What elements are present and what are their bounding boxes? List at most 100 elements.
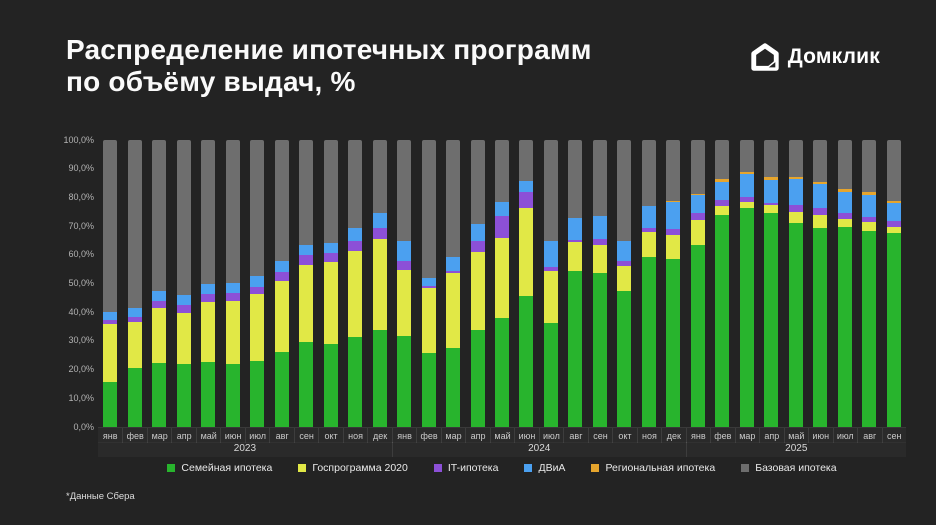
segment-regional	[715, 179, 730, 182]
segment-regional	[764, 176, 779, 180]
segment-gosprogram	[323, 262, 338, 345]
segment-it	[446, 271, 461, 273]
segment-regional	[813, 181, 828, 185]
plot-area	[98, 140, 906, 427]
legend-label-gosprogram: Госпрограмма 2020	[312, 462, 408, 474]
segment-dvia	[592, 216, 607, 240]
segment-it	[788, 204, 803, 212]
bar-2024-янв	[397, 140, 412, 427]
x-month-label: янв	[391, 428, 416, 443]
segment-family	[470, 330, 485, 427]
page-title: Распределение ипотечных программ по объё…	[66, 34, 592, 98]
segment-dvia	[690, 195, 705, 213]
x-axis-years: 2023 2024 2025	[98, 442, 906, 457]
y-tick-label: 70,0%	[68, 220, 94, 231]
legend-marker-dvia	[524, 464, 533, 472]
legend-label-family: Семейная ипотека	[181, 462, 273, 474]
bar-2025-фев	[715, 140, 730, 427]
segment-family	[421, 353, 436, 427]
x-month-label: июл	[538, 428, 563, 443]
segment-base	[715, 140, 730, 180]
legend-label-regional: Региональная ипотека	[605, 462, 716, 474]
segment-it	[715, 200, 730, 207]
segment-family	[201, 362, 216, 427]
segment-gosprogram	[617, 266, 632, 291]
bar-2024-фев	[421, 140, 436, 427]
segment-gosprogram	[788, 211, 803, 224]
x-month-label: май	[489, 428, 514, 443]
x-month-label: окт	[612, 428, 636, 443]
x-month-label: ноя	[342, 428, 367, 443]
bar-2023-июн	[225, 140, 240, 427]
segment-family	[543, 322, 558, 427]
y-tick-label: 100,0%	[63, 134, 94, 145]
segment-dvia	[641, 206, 656, 228]
segment-it	[690, 212, 705, 221]
x-year-label: 2024	[391, 442, 686, 457]
segment-gosprogram	[274, 280, 289, 353]
segment-base	[837, 140, 852, 189]
legend-marker-regional	[591, 464, 600, 472]
segment-dvia	[323, 242, 338, 254]
segment-it	[397, 261, 412, 271]
segment-dvia	[666, 201, 681, 230]
segment-family	[176, 364, 191, 427]
segment-it	[494, 215, 509, 238]
segment-it	[862, 216, 877, 223]
bar-2025-апр	[764, 140, 779, 427]
bar-2023-авг	[274, 140, 289, 427]
x-month-label: май	[783, 428, 808, 443]
segment-gosprogram	[470, 251, 485, 330]
segment-dvia	[568, 218, 583, 240]
bar-2025-авг	[862, 140, 877, 427]
segment-dvia	[152, 290, 167, 301]
segment-it	[176, 305, 191, 313]
segment-gosprogram	[690, 220, 705, 246]
legend-label-it: IT-ипотека	[447, 462, 499, 474]
segment-regional	[837, 188, 852, 192]
y-tick-label: 60,0%	[68, 249, 94, 260]
bar-2024-авг	[568, 140, 583, 427]
segment-gosprogram	[592, 245, 607, 273]
segment-it	[470, 240, 485, 252]
segment-family	[690, 245, 705, 427]
segment-it	[543, 267, 558, 271]
segment-gosprogram	[543, 270, 558, 323]
segment-base	[421, 140, 436, 278]
bar-2023-окт	[323, 140, 338, 427]
bar-2023-фев	[127, 140, 142, 427]
legend-marker-it	[433, 464, 442, 472]
x-month-label: дек	[367, 428, 391, 443]
x-month-label: янв	[102, 431, 118, 441]
x-month-label: апр	[465, 428, 489, 443]
bar-2024-июн	[519, 140, 534, 427]
y-axis: 100,0% 90,0% 80,0% 70,0% 60,0% 50,0% 40,0% 30,0…	[56, 135, 94, 432]
segment-family	[519, 295, 534, 427]
bar-2025-июл	[837, 140, 852, 427]
bar-2024-сен	[592, 140, 607, 427]
segment-dvia	[127, 307, 142, 318]
x-month-label: мар	[146, 428, 171, 443]
x-year-label: 2023	[233, 443, 257, 454]
segment-it	[666, 229, 681, 236]
segment-family	[788, 223, 803, 427]
segment-gosprogram	[348, 251, 363, 337]
segment-base	[225, 140, 240, 283]
x-month-label: окт	[318, 428, 342, 443]
segment-dvia	[397, 240, 412, 262]
segment-base	[152, 140, 167, 291]
segment-base	[568, 140, 583, 219]
y-tick-label: 50,0%	[68, 278, 94, 288]
x-month-label: фев	[710, 428, 734, 443]
segment-gosprogram	[886, 226, 901, 234]
segment-gosprogram	[446, 272, 461, 348]
x-month-label: июн	[220, 428, 244, 443]
segment-it	[274, 272, 289, 281]
x-month-label: июн	[808, 428, 832, 443]
segment-base	[739, 140, 754, 172]
x-month-label: июн	[514, 428, 538, 443]
segment-family	[127, 368, 142, 427]
segment-dvia	[494, 202, 509, 216]
segment-base	[103, 140, 118, 312]
